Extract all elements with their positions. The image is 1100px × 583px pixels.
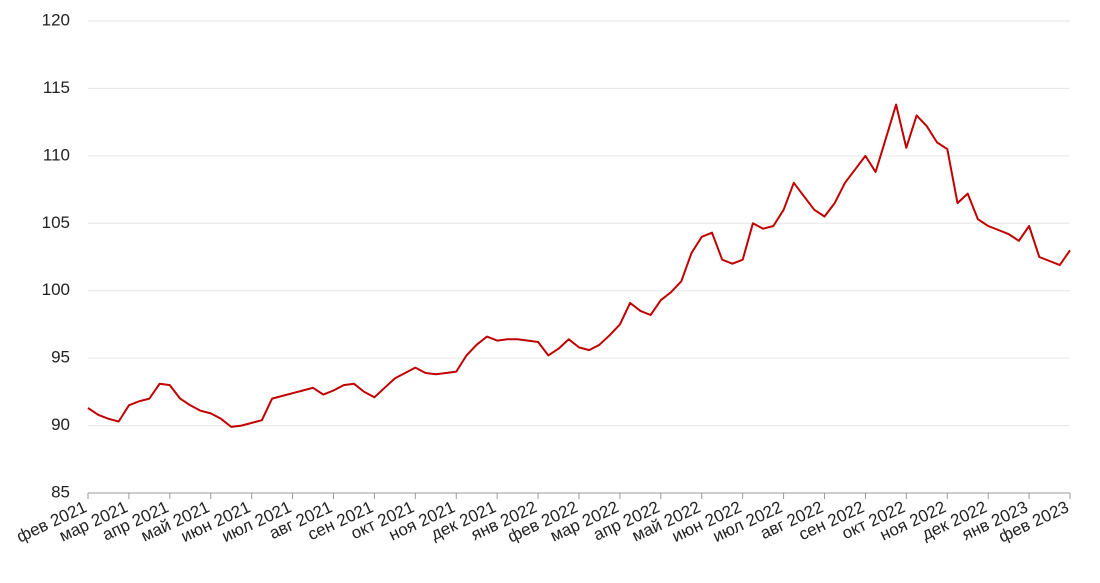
y-tick-label: 90 [51, 415, 70, 434]
y-tick-label: 110 [43, 145, 70, 164]
y-tick-label: 95 [51, 348, 70, 367]
y-tick-label: 120 [42, 10, 70, 29]
y-tick-label: 115 [43, 78, 70, 97]
y-tick-label: 100 [42, 280, 70, 299]
y-tick-label: 105 [42, 213, 70, 232]
y-tick-label: 85 [51, 482, 70, 501]
line-series [87, 103, 1071, 428]
